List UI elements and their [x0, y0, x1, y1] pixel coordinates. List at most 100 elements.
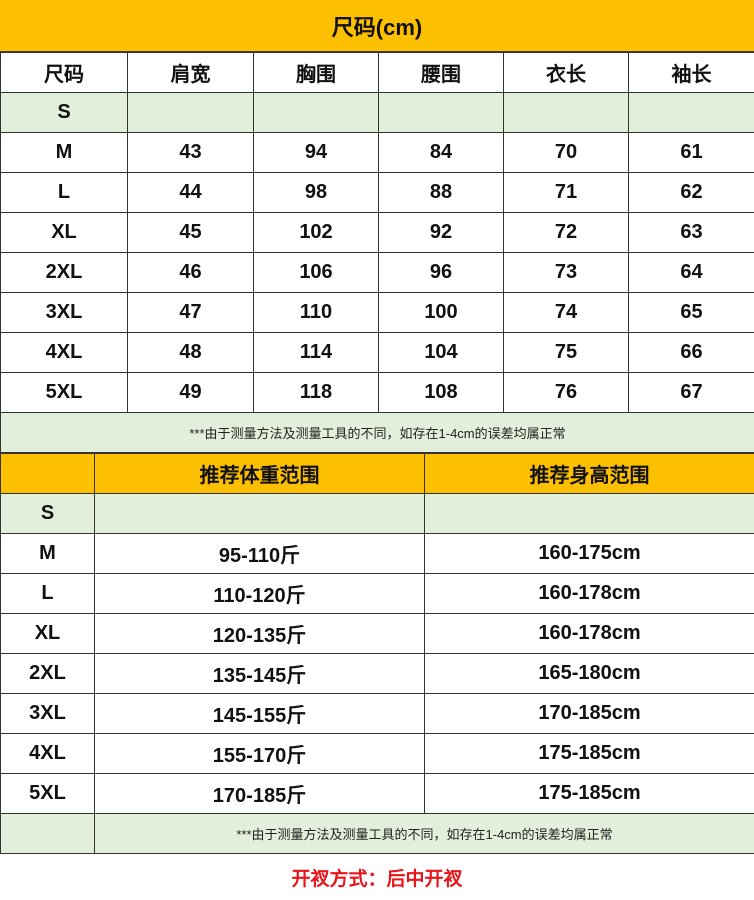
table-cell: 135-145斤 [95, 654, 425, 694]
table-cell: 160-178cm [425, 574, 754, 614]
size-label: S [1, 494, 95, 534]
empty-cell [1, 814, 95, 854]
size-label: 2XL [1, 654, 95, 694]
table-cell: 61 [629, 133, 754, 173]
table-cell [254, 93, 379, 133]
column-header: 胸围 [254, 53, 379, 93]
column-header: 袖长 [629, 53, 754, 93]
size-label: S [1, 93, 128, 133]
table-cell: 43 [128, 133, 254, 173]
table-cell: 67 [629, 373, 754, 413]
size-label: 3XL [1, 694, 95, 734]
table-cell: 110-120斤 [95, 574, 425, 614]
table-cell: 155-170斤 [95, 734, 425, 774]
table-cell [379, 93, 504, 133]
size-label: 2XL [1, 253, 128, 293]
column-header: 衣长 [504, 53, 629, 93]
table-cell: 104 [379, 333, 504, 373]
size-label: 4XL [1, 734, 95, 774]
measurement-note: ***由于测量方法及测量工具的不同，如存在1-4cm的误差均属正常 [95, 814, 754, 854]
table-cell: 165-180cm [425, 654, 754, 694]
table-cell: 102 [254, 213, 379, 253]
table-cell: 64 [629, 253, 754, 293]
table-cell: 44 [128, 173, 254, 213]
table-cell: 45 [128, 213, 254, 253]
table-cell: 72 [504, 213, 629, 253]
table-cell [425, 494, 754, 534]
header-row: 尺码肩宽胸围腰围衣长袖长 [1, 53, 754, 93]
table-cell [95, 494, 425, 534]
table-cell: 106 [254, 253, 379, 293]
table-cell: 73 [504, 253, 629, 293]
table-cell: 95-110斤 [95, 534, 425, 574]
table-cell: 94 [254, 133, 379, 173]
column-header: 尺码 [1, 53, 128, 93]
table-cell: 75 [504, 333, 629, 373]
table-row: S [1, 93, 754, 133]
table-cell: 98 [254, 173, 379, 213]
table-cell: 118 [254, 373, 379, 413]
table-cell: 175-185cm [425, 774, 754, 814]
table-cell: 88 [379, 173, 504, 213]
table-cell [504, 93, 629, 133]
note-row: ***由于测量方法及测量工具的不同，如存在1-4cm的误差均属正常 [1, 413, 754, 453]
table-cell: 74 [504, 293, 629, 333]
table-cell: 84 [379, 133, 504, 173]
table-cell: 65 [629, 293, 754, 333]
table-cell: 108 [379, 373, 504, 413]
size-label: 3XL [1, 293, 128, 333]
measurement-note: ***由于测量方法及测量工具的不同，如存在1-4cm的误差均属正常 [1, 413, 754, 453]
size-label: L [1, 574, 95, 614]
size-label: 5XL [1, 774, 95, 814]
size-label: M [1, 133, 128, 173]
table-cell: 110 [254, 293, 379, 333]
table-cell: 160-178cm [425, 614, 754, 654]
table-cell: 145-155斤 [95, 694, 425, 734]
table-cell: 47 [128, 293, 254, 333]
size-label: 5XL [1, 373, 128, 413]
table-cell [629, 93, 754, 133]
table-cell: 160-175cm [425, 534, 754, 574]
slit-style-note: 开衩方式：后中开衩 [0, 854, 754, 900]
table-cell: 114 [254, 333, 379, 373]
table-cell: 46 [128, 253, 254, 293]
header-row: 推荐体重范围推荐身高范围 [1, 454, 754, 494]
table-cell: 62 [629, 173, 754, 213]
table-cell: 48 [128, 333, 254, 373]
table-cell: 49 [128, 373, 254, 413]
table-cell: 70 [504, 133, 629, 173]
table-cell: 175-185cm [425, 734, 754, 774]
column-header: 肩宽 [128, 53, 254, 93]
size-label: XL [1, 213, 128, 253]
table-cell: 66 [629, 333, 754, 373]
size-label: XL [1, 614, 95, 654]
size-label: M [1, 534, 95, 574]
size-label: L [1, 173, 128, 213]
table-row: S [1, 494, 754, 534]
table-cell: 96 [379, 253, 504, 293]
table-cell: 71 [504, 173, 629, 213]
column-header: 腰围 [379, 53, 504, 93]
chart-title: 尺码(cm) [0, 0, 754, 52]
column-header: 推荐体重范围 [95, 454, 425, 494]
table-cell: 120-135斤 [95, 614, 425, 654]
column-header [1, 454, 95, 494]
column-header: 推荐身高范围 [425, 454, 754, 494]
table-cell: 76 [504, 373, 629, 413]
